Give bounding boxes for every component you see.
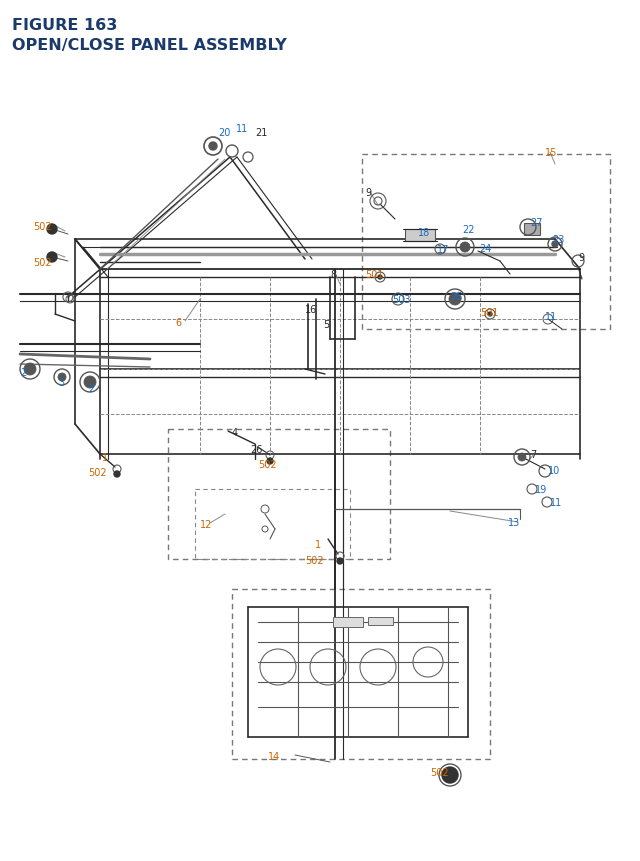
- Text: 21: 21: [255, 127, 268, 138]
- Circle shape: [267, 458, 273, 464]
- Circle shape: [460, 243, 470, 253]
- Text: 502: 502: [305, 555, 324, 566]
- Circle shape: [58, 374, 66, 381]
- Text: 14: 14: [268, 751, 280, 761]
- Circle shape: [337, 558, 343, 564]
- Text: 501: 501: [480, 307, 499, 318]
- Text: 18: 18: [418, 228, 430, 238]
- Text: FIGURE 163: FIGURE 163: [12, 18, 117, 33]
- Text: 9: 9: [365, 188, 371, 198]
- Text: 7: 7: [530, 449, 536, 460]
- Text: 25: 25: [450, 292, 463, 301]
- Text: 11: 11: [236, 124, 248, 133]
- Circle shape: [552, 242, 558, 248]
- Circle shape: [209, 143, 217, 151]
- Text: 24: 24: [479, 244, 492, 254]
- Text: 1: 1: [315, 539, 321, 549]
- Circle shape: [442, 767, 458, 784]
- Text: 1: 1: [102, 453, 108, 462]
- Text: 15: 15: [545, 148, 557, 158]
- Text: 11: 11: [545, 312, 557, 322]
- Circle shape: [488, 313, 492, 317]
- Circle shape: [114, 472, 120, 478]
- Text: 20: 20: [218, 127, 230, 138]
- Text: 502: 502: [258, 460, 276, 469]
- Text: OPEN/CLOSE PANEL ASSEMBLY: OPEN/CLOSE PANEL ASSEMBLY: [12, 38, 287, 53]
- Text: 9: 9: [578, 253, 584, 263]
- Bar: [368, 617, 393, 625]
- Text: 10: 10: [548, 466, 560, 475]
- Circle shape: [378, 276, 382, 280]
- Text: 6: 6: [175, 318, 181, 328]
- Text: 16: 16: [305, 305, 317, 314]
- Circle shape: [449, 294, 461, 306]
- Text: 17: 17: [437, 245, 449, 255]
- Text: 22: 22: [462, 225, 474, 235]
- Text: 5: 5: [323, 319, 329, 330]
- Circle shape: [84, 376, 96, 388]
- Text: 502: 502: [430, 767, 449, 777]
- Text: 27: 27: [530, 218, 543, 228]
- Text: 502: 502: [88, 468, 107, 478]
- Text: 11: 11: [550, 498, 563, 507]
- Text: 2: 2: [88, 383, 94, 393]
- Bar: [333, 617, 363, 628]
- Text: 23: 23: [552, 235, 564, 245]
- Bar: [405, 230, 435, 242]
- Text: 2: 2: [20, 368, 26, 378]
- Circle shape: [47, 225, 57, 235]
- Text: 13: 13: [508, 517, 520, 528]
- Circle shape: [518, 454, 526, 461]
- Text: 501: 501: [365, 269, 383, 280]
- Bar: [524, 224, 540, 236]
- Text: 19: 19: [535, 485, 547, 494]
- Text: 4: 4: [232, 428, 238, 437]
- Text: 503: 503: [392, 294, 410, 305]
- Text: 502: 502: [33, 257, 52, 268]
- Circle shape: [24, 363, 36, 375]
- Text: 8: 8: [330, 269, 336, 280]
- Text: 26: 26: [250, 444, 262, 455]
- Text: 12: 12: [200, 519, 212, 530]
- Text: 3: 3: [58, 378, 64, 387]
- Circle shape: [47, 253, 57, 263]
- Text: 502: 502: [33, 222, 52, 232]
